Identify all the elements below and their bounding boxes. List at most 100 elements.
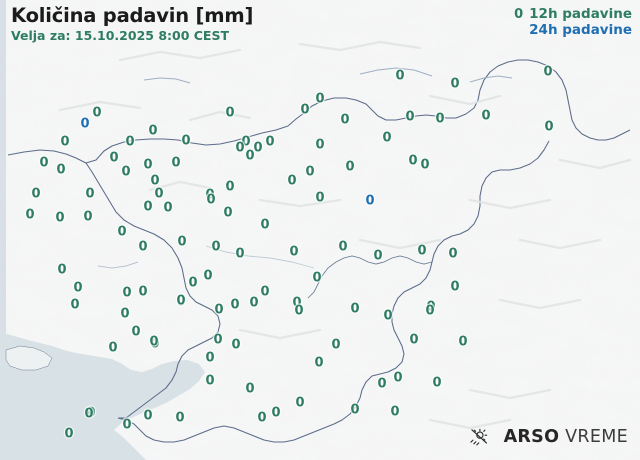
station-value[interactable]: 0 bbox=[448, 246, 458, 262]
station-value[interactable]: 0 bbox=[64, 426, 74, 442]
station-value[interactable]: 0 bbox=[80, 116, 90, 132]
station-value[interactable]: 0 bbox=[188, 275, 198, 291]
station-value[interactable]: 0 bbox=[163, 200, 173, 216]
station-value[interactable]: 0 bbox=[122, 285, 132, 301]
station-value[interactable]: 0 bbox=[289, 244, 299, 260]
station-value[interactable]: 0 bbox=[177, 234, 187, 250]
station-value[interactable]: 0 bbox=[122, 417, 132, 433]
station-value[interactable]: 0 bbox=[390, 404, 400, 420]
station-value[interactable]: 0 bbox=[383, 308, 393, 324]
station-value[interactable]: 0 bbox=[450, 76, 460, 92]
station-value[interactable]: 0 bbox=[120, 306, 130, 322]
station-value[interactable]: 0 bbox=[92, 105, 102, 121]
station-value[interactable]: 0 bbox=[458, 334, 468, 350]
station-value[interactable]: 0 bbox=[31, 186, 41, 202]
station-value[interactable]: 0 bbox=[84, 406, 94, 422]
station-value[interactable]: 0 bbox=[176, 294, 186, 310]
station-value[interactable]: 0 bbox=[148, 123, 158, 139]
station-value[interactable]: 0 bbox=[409, 332, 419, 348]
station-value[interactable]: 0 bbox=[373, 248, 383, 264]
station-value[interactable]: 0 bbox=[55, 210, 65, 226]
station-value[interactable]: 0 bbox=[271, 405, 281, 421]
station-value[interactable]: 0 bbox=[315, 190, 325, 206]
station-value[interactable]: 0 bbox=[340, 112, 350, 128]
station-value[interactable]: 0 bbox=[143, 199, 153, 215]
station-value[interactable]: 0 bbox=[175, 410, 185, 426]
station-value[interactable]: 0 bbox=[235, 140, 245, 156]
station-value[interactable]: 0 bbox=[230, 297, 240, 313]
station-value[interactable]: 0 bbox=[60, 134, 70, 150]
station-value[interactable]: 0 bbox=[435, 111, 445, 127]
station-value[interactable]: 0 bbox=[432, 375, 442, 391]
station-value[interactable]: 0 bbox=[214, 302, 224, 318]
station-value[interactable]: 0 bbox=[143, 157, 153, 173]
station-value[interactable]: 0 bbox=[314, 355, 324, 371]
station-value[interactable]: 0 bbox=[350, 402, 360, 418]
station-value[interactable]: 0 bbox=[315, 91, 325, 107]
station-value[interactable]: 0 bbox=[150, 336, 160, 352]
station-value[interactable]: 0 bbox=[150, 173, 160, 189]
station-value[interactable]: 0 bbox=[138, 239, 148, 255]
station-value[interactable]: 0 bbox=[300, 102, 310, 118]
station-value[interactable]: 0 bbox=[253, 140, 263, 156]
station-value[interactable]: 0 bbox=[149, 334, 159, 350]
station-value[interactable]: 0 bbox=[350, 301, 360, 317]
station-value[interactable]: 0 bbox=[213, 332, 223, 348]
station-value[interactable]: 0 bbox=[395, 68, 405, 84]
station-value[interactable]: 0 bbox=[125, 134, 135, 150]
station-value[interactable]: 0 bbox=[450, 279, 460, 295]
station-value[interactable]: 0 bbox=[245, 381, 255, 397]
station-value[interactable]: 0 bbox=[176, 293, 186, 309]
station-value[interactable]: 0 bbox=[108, 340, 118, 356]
station-value[interactable]: 0 bbox=[39, 155, 49, 171]
station-value[interactable]: 0 bbox=[235, 246, 245, 262]
station-value[interactable]: 0 bbox=[171, 155, 181, 171]
station-value[interactable]: 0 bbox=[544, 119, 554, 135]
station-value[interactable]: 0 bbox=[57, 262, 67, 278]
station-value[interactable]: 0 bbox=[56, 162, 66, 178]
station-value[interactable]: 0 bbox=[257, 410, 267, 426]
station-value[interactable]: 0 bbox=[377, 376, 387, 392]
station-value[interactable]: 0 bbox=[481, 108, 491, 124]
station-value[interactable]: 0 bbox=[85, 186, 95, 202]
station-value[interactable]: 0 bbox=[131, 324, 141, 340]
station-value[interactable]: 0 bbox=[294, 303, 304, 319]
station-value[interactable]: 0 bbox=[420, 157, 430, 173]
station-value[interactable]: 0 bbox=[73, 280, 83, 296]
station-value[interactable]: 0 bbox=[211, 239, 221, 255]
station-value[interactable]: 0 bbox=[405, 109, 415, 125]
station-value[interactable]: 0 bbox=[292, 295, 302, 311]
station-value[interactable]: 0 bbox=[426, 299, 436, 315]
station-value[interactable]: 0 bbox=[331, 337, 341, 353]
station-value[interactable]: 0 bbox=[206, 192, 216, 208]
station-value[interactable]: 0 bbox=[295, 395, 305, 411]
station-value[interactable]: 0 bbox=[143, 408, 153, 424]
station-value[interactable]: 0 bbox=[425, 303, 435, 319]
station-value[interactable]: 0 bbox=[138, 284, 148, 300]
station-value[interactable]: 0 bbox=[408, 153, 418, 169]
station-value[interactable]: 0 bbox=[417, 243, 427, 259]
station-value[interactable]: 0 bbox=[245, 148, 255, 164]
station-value[interactable]: 0 bbox=[83, 209, 93, 225]
station-value[interactable]: 0 bbox=[265, 134, 275, 150]
station-value[interactable]: 0 bbox=[231, 337, 241, 353]
station-value[interactable]: 0 bbox=[241, 134, 251, 150]
station-value[interactable]: 0 bbox=[117, 224, 127, 240]
station-value[interactable]: 0 bbox=[25, 207, 35, 223]
station-value[interactable]: 0 bbox=[382, 130, 392, 146]
station-value[interactable]: 0 bbox=[86, 405, 96, 421]
station-value[interactable]: 0 bbox=[365, 193, 375, 209]
station-value[interactable]: 0 bbox=[181, 133, 191, 149]
station-value[interactable]: 0 bbox=[287, 173, 297, 189]
station-value[interactable]: 0 bbox=[70, 297, 80, 313]
station-value[interactable]: 0 bbox=[305, 164, 315, 180]
station-value[interactable]: 0 bbox=[205, 373, 215, 389]
station-value[interactable]: 0 bbox=[205, 187, 215, 203]
station-value[interactable]: 0 bbox=[225, 179, 235, 195]
station-value[interactable]: 0 bbox=[249, 295, 259, 311]
station-value[interactable]: 0 bbox=[393, 370, 403, 386]
station-value[interactable]: 0 bbox=[205, 350, 215, 366]
station-value[interactable]: 0 bbox=[260, 217, 270, 233]
station-value[interactable]: 0 bbox=[312, 270, 322, 286]
